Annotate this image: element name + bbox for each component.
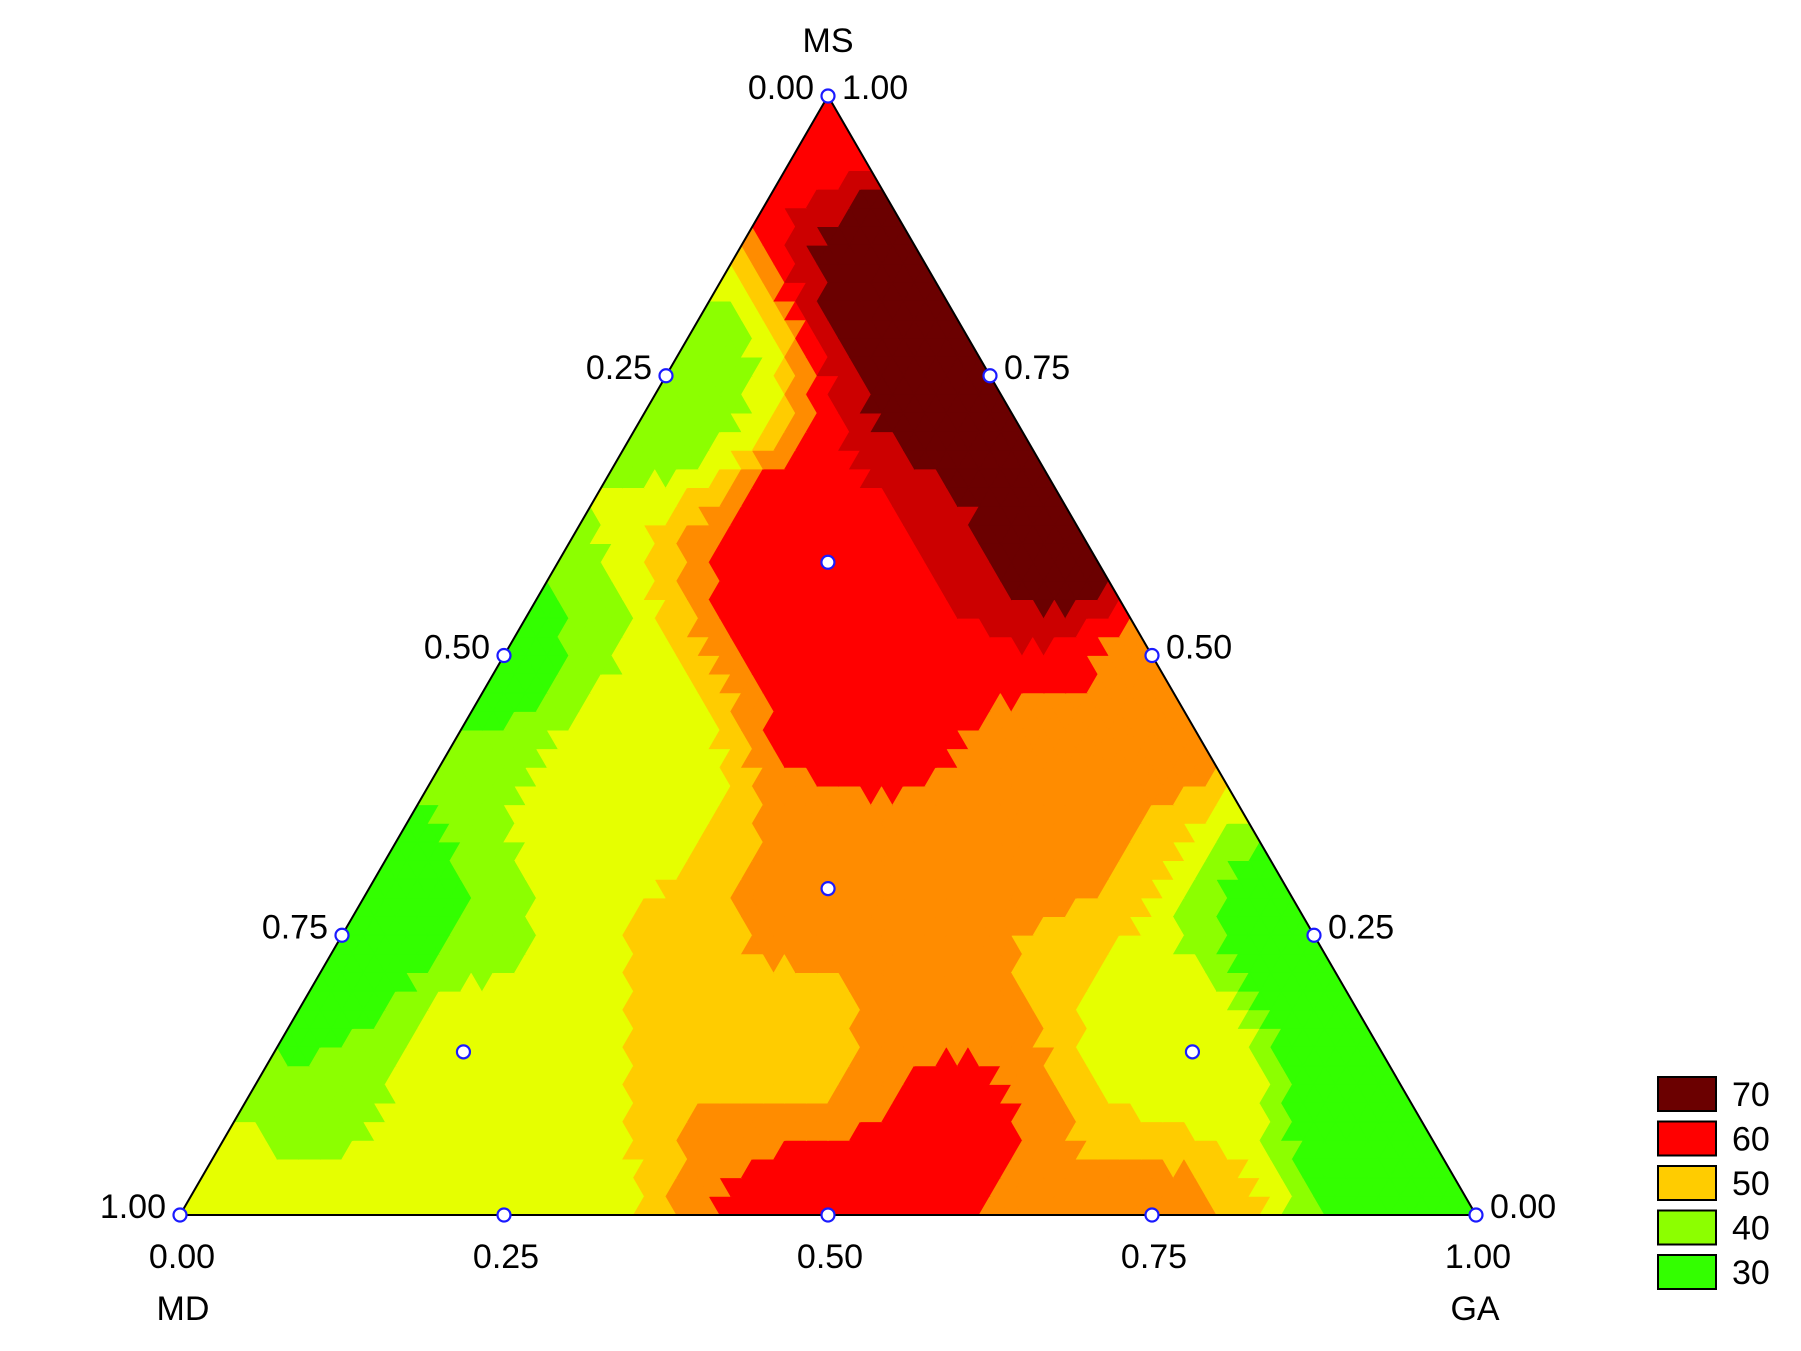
right-edge-tick-label: 1.00	[842, 69, 908, 107]
legend-label: 70	[1732, 1076, 1770, 1114]
legend: 70 60 50 40 30	[1657, 1076, 1770, 1292]
legend-label: 60	[1732, 1121, 1770, 1159]
right-edge-tick-label: 0.25	[1328, 908, 1394, 946]
left-edge-tick-label: 1.00	[100, 1188, 166, 1226]
design-point	[1144, 647, 1160, 664]
design-point	[1468, 1207, 1484, 1223]
legend-swatch-30	[1657, 1254, 1717, 1290]
right-edge-tick-label: 0.50	[1166, 629, 1232, 667]
legend-swatch-50	[1657, 1165, 1717, 1201]
left-edge-tick-label: 0.50	[424, 629, 490, 667]
vertex-title-ms: MS	[803, 22, 854, 60]
design-point	[455, 1044, 472, 1060]
left-edge-tick-label: 0.75	[262, 908, 328, 946]
design-point	[820, 880, 836, 897]
design-point	[1144, 1207, 1160, 1223]
legend-swatch-40	[1657, 1209, 1717, 1246]
legend-swatch-70	[1657, 1076, 1717, 1112]
contour-fill	[180, 96, 1476, 1215]
bottom-edge-tick-label: 0.25	[473, 1238, 539, 1276]
vertex-title-ga: GA	[1450, 1290, 1499, 1328]
bottom-edge-tick-label: 0.75	[1121, 1238, 1187, 1276]
design-point	[334, 927, 350, 943]
design-point	[1184, 1044, 1201, 1060]
right-edge-tick-label: 0.00	[1490, 1188, 1556, 1226]
design-point	[1306, 927, 1322, 943]
legend-label: 50	[1732, 1165, 1770, 1203]
left-edge-tick-label: 0.25	[586, 349, 652, 387]
bottom-edge-tick-label: 0.50	[797, 1238, 863, 1276]
design-point	[658, 368, 674, 384]
design-point	[820, 554, 836, 570]
design-point	[820, 1207, 836, 1223]
legend-label: 30	[1732, 1254, 1770, 1292]
design-point	[496, 1207, 512, 1223]
legend-label: 40	[1732, 1210, 1770, 1248]
left-edge-tick-label: 0.00	[748, 69, 814, 107]
vertex-title-md: MD	[157, 1290, 210, 1328]
bottom-edge-tick-label: 1.00	[1445, 1238, 1511, 1276]
right-edge-tick-label: 0.75	[1004, 349, 1070, 387]
legend-swatch-60	[1657, 1120, 1717, 1157]
design-point	[820, 88, 836, 104]
bottom-edge-tick-label: 0.00	[149, 1238, 215, 1276]
design-point	[172, 1207, 188, 1223]
design-point	[496, 647, 512, 664]
design-point	[982, 368, 998, 384]
